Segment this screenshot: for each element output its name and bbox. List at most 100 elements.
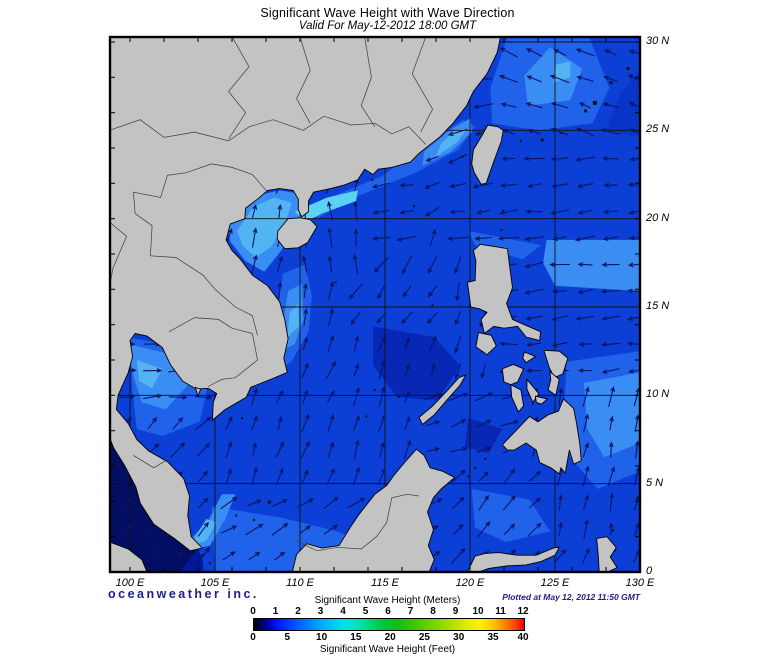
meter-tick-label: 10 — [472, 606, 484, 617]
feet-tick-label: 0 — [250, 632, 256, 643]
latitude-label: 15 N — [646, 300, 670, 312]
country-border — [133, 455, 166, 469]
country-border — [360, 37, 376, 127]
meter-tick-label: 5 — [362, 606, 369, 617]
meter-tick-label: 3 — [317, 606, 324, 617]
meter-tick-label: 8 — [430, 606, 436, 617]
landmass — [466, 243, 542, 342]
landmass — [276, 217, 318, 250]
map-frame — [108, 35, 642, 574]
country-border — [110, 222, 128, 286]
latitude-label: 30 N — [646, 35, 670, 47]
small-island — [474, 466, 477, 469]
landmass — [596, 536, 618, 572]
wave-height-colorbar — [253, 618, 525, 631]
meter-tick-label: 1 — [272, 606, 279, 617]
country-border — [110, 115, 427, 145]
longitude-label: 115 E — [371, 577, 399, 589]
small-island — [500, 229, 503, 232]
landmass — [471, 124, 504, 185]
country-border — [411, 37, 433, 133]
meter-tick-label: 12 — [517, 606, 529, 617]
latitude-label: 5 N — [646, 476, 664, 489]
landmass — [291, 448, 456, 572]
feet-tick-label: 25 — [418, 632, 430, 643]
oceanweather-logo-text: oceanweather inc. — [108, 587, 259, 601]
small-island — [371, 178, 374, 181]
country-border — [133, 175, 258, 336]
feet-tick-label: 20 — [384, 632, 396, 643]
small-island — [559, 132, 562, 134]
page-title: Significant Wave Height with Wave Direct… — [260, 6, 515, 20]
longitude-label: 100 E — [115, 577, 145, 589]
feet-tick-label: 15 — [350, 632, 362, 643]
small-island — [584, 109, 588, 113]
landmass — [534, 395, 549, 405]
small-island — [520, 139, 522, 142]
landmass — [543, 349, 569, 379]
small-island — [467, 475, 470, 478]
small-island — [241, 417, 244, 420]
longitude-label: 130 E — [625, 577, 655, 589]
small-island — [611, 529, 614, 532]
meter-tick-label: 0 — [250, 606, 256, 617]
small-island — [397, 396, 400, 399]
small-island — [461, 155, 464, 158]
small-island — [502, 209, 505, 212]
small-island — [592, 100, 597, 105]
small-island — [540, 138, 544, 142]
feet-tick-label: 35 — [487, 632, 499, 643]
latitude-label: 0 — [646, 565, 653, 577]
small-island — [208, 562, 211, 565]
landmass — [194, 386, 202, 398]
landmass — [510, 383, 525, 413]
country-border — [228, 37, 250, 140]
longitude-label: 105 E — [200, 577, 230, 589]
landmass — [475, 332, 497, 356]
latitude-label: 20 N — [646, 211, 670, 224]
meter-tick-label: 2 — [295, 606, 301, 617]
landmass — [110, 541, 148, 572]
small-island — [431, 304, 434, 307]
meter-tick-label: 6 — [385, 606, 391, 617]
small-island — [334, 281, 337, 284]
feet-tick-label: 40 — [517, 632, 529, 643]
country-border — [167, 163, 268, 192]
land-layer — [110, 37, 630, 572]
longitude-label: 110 E — [286, 577, 314, 589]
landmass — [522, 351, 537, 364]
valid-time-subtitle: Valid For May-12-2012 18:00 GMT — [298, 20, 477, 32]
small-island — [201, 554, 204, 557]
small-island — [373, 389, 376, 391]
feet-tick-label: 10 — [316, 632, 328, 643]
country-border — [168, 317, 258, 387]
latitude-label: 10 N — [646, 388, 670, 401]
longitude-label: 125 E — [540, 577, 570, 589]
legend-title-meters: Significant Wave Height (Meters) — [314, 595, 461, 606]
landmass — [501, 363, 525, 386]
legend-title-feet: Significant Wave Height (Feet) — [319, 644, 456, 655]
feet-tick-label: 5 — [284, 632, 291, 643]
latitude-label: 25 N — [646, 123, 670, 136]
feet-tick-label: 30 — [453, 632, 465, 643]
small-island — [365, 415, 368, 418]
landmass — [501, 398, 582, 475]
landmass — [547, 370, 560, 397]
small-island — [626, 67, 630, 70]
country-border — [294, 493, 420, 552]
small-island — [609, 81, 613, 85]
small-island — [412, 205, 415, 208]
small-island — [235, 514, 238, 517]
meter-tick-label: 7 — [407, 606, 414, 617]
landmass — [466, 546, 561, 572]
landmass — [418, 374, 467, 426]
meter-tick-label: 11 — [495, 606, 506, 617]
longitude-label: 120 E — [455, 577, 485, 589]
plotted-timestamp: Plotted at May 12, 2012 11:50 GMT — [502, 592, 640, 602]
small-island — [267, 500, 271, 504]
small-island — [253, 518, 256, 521]
meter-tick-label: 9 — [452, 606, 459, 617]
small-island — [484, 457, 487, 460]
